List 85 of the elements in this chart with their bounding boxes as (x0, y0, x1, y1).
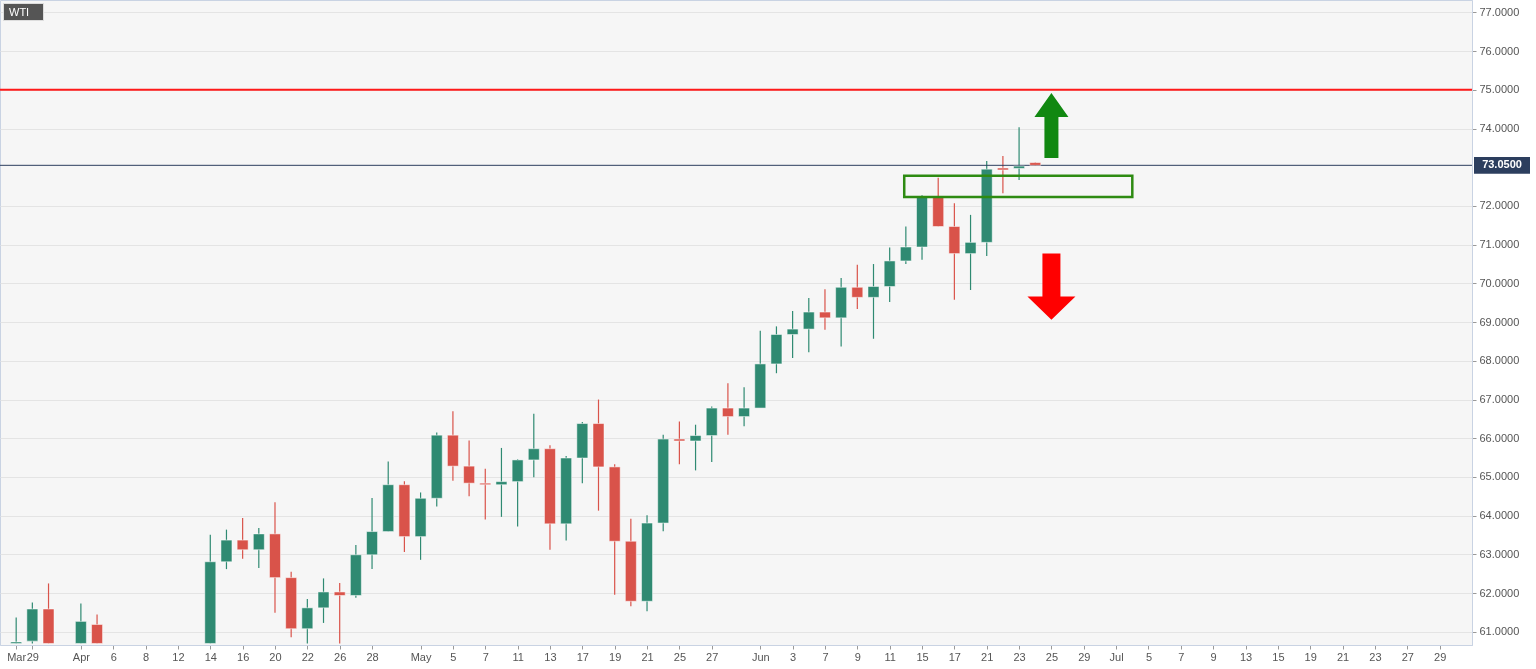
x-tick-label: 26 (334, 650, 347, 663)
x-tick-label: 21 (1336, 650, 1350, 663)
x-tick-label: 29 (1434, 650, 1447, 663)
candlestick (867, 263, 880, 340)
x-tick-label: 17 (576, 650, 589, 663)
x-tick-label: 27 (706, 650, 719, 663)
x-tick-label: 23 (1013, 650, 1026, 663)
candlestick (722, 382, 734, 436)
x-tick-label: 11 (512, 650, 524, 663)
x-tick-label: May (410, 650, 432, 663)
candlestick (220, 529, 233, 570)
candlestick (819, 288, 831, 331)
candlestick (851, 264, 864, 310)
y-tick-label: 67.0000 (1479, 393, 1520, 406)
candlestick (738, 386, 750, 427)
y-tick-label: 69.0000 (1479, 315, 1520, 328)
x-tick-label: Mar (7, 650, 27, 663)
candlestick (786, 310, 799, 359)
x-tick-label: 16 (237, 650, 250, 663)
x-tick-label: 17 (948, 650, 961, 663)
candlestick (495, 447, 508, 518)
x-tick-label: 19 (1304, 650, 1317, 663)
y-tick-label: 72.0000 (1479, 199, 1520, 212)
x-tick-label: 7 (822, 650, 829, 663)
text: WTI (3, 3, 45, 21)
x-tick-label: 7 (1178, 650, 1185, 663)
candlestick (1013, 126, 1025, 181)
y-tick-label: 77.0000 (1479, 5, 1520, 18)
y-tick-label: 74.0000 (1479, 122, 1520, 135)
x-tick-label: 12 (172, 650, 185, 663)
x-tick-label: 29 (26, 650, 39, 663)
candlestick (511, 458, 524, 528)
y-tick-label: 70.0000 (1479, 276, 1520, 289)
x-tick-label: 14 (204, 650, 217, 663)
x-tick-label: 25 (1045, 650, 1059, 663)
y-tick-label: 76.0000 (1479, 44, 1520, 57)
y-tick-label: 64.0000 (1479, 509, 1520, 522)
x-tick-label: 25 (673, 650, 687, 663)
x-tick-label: Jun (751, 650, 770, 663)
x-tick-label: 13 (544, 650, 557, 663)
x-tick-label: 7 (482, 650, 489, 663)
x-tick-label: 28 (366, 650, 379, 663)
x-tick-label: 21 (981, 650, 994, 663)
x-tick-label: 9 (854, 650, 861, 663)
candlestick (803, 297, 815, 353)
candlestick (236, 517, 249, 560)
y-tick-label: 63.0000 (1479, 547, 1520, 560)
x-tick-label: Jul (1109, 650, 1124, 663)
candlestick (673, 421, 686, 465)
x-tick-label: 5 (450, 650, 457, 663)
candlestick (366, 497, 378, 570)
x-tick-label: 20 (269, 650, 282, 663)
y-tick-label: 71.0000 (1479, 238, 1520, 251)
candlestick (253, 527, 265, 569)
x-tick-label: 29 (1078, 650, 1091, 663)
x-tick-label: 13 (1239, 650, 1253, 663)
candlestick (463, 439, 475, 497)
y-tick-label: 68.0000 (1479, 354, 1520, 367)
y-tick-label: 66.0000 (1479, 431, 1520, 444)
x-tick-label: 15 (916, 650, 929, 663)
y-tick-label: 61.0000 (1479, 625, 1520, 638)
candlestick (964, 214, 977, 291)
x-tick-label: 19 (609, 650, 622, 663)
candlestick (997, 155, 1009, 194)
candlestick (900, 225, 912, 265)
candlestick (528, 413, 540, 478)
x-tick-label: 8 (143, 650, 150, 663)
ref-line-label: 73.0500 (1482, 158, 1522, 171)
candlestick (689, 424, 702, 471)
x-tick-label: Apr (72, 650, 91, 663)
x-tick-label: 21 (641, 650, 654, 663)
x-tick-label: 27 (1401, 650, 1414, 663)
x-tick-label: 6 (110, 650, 117, 663)
candlestick (317, 577, 330, 624)
y-tick-label: 62.0000 (1479, 586, 1520, 599)
x-tick-label: 9 (1210, 650, 1217, 663)
y-tick-label: 75.0000 (1479, 83, 1520, 96)
candlestick (479, 468, 492, 521)
x-tick-label: 11 (884, 650, 896, 663)
x-tick-label: 23 (1369, 650, 1382, 663)
x-tick-label: 5 (1145, 650, 1153, 663)
y-tick-label: 65.0000 (1479, 470, 1520, 483)
x-tick-label: 22 (301, 650, 314, 663)
x-tick-label: 3 (790, 650, 797, 663)
x-tick-label: 15 (1272, 650, 1285, 663)
